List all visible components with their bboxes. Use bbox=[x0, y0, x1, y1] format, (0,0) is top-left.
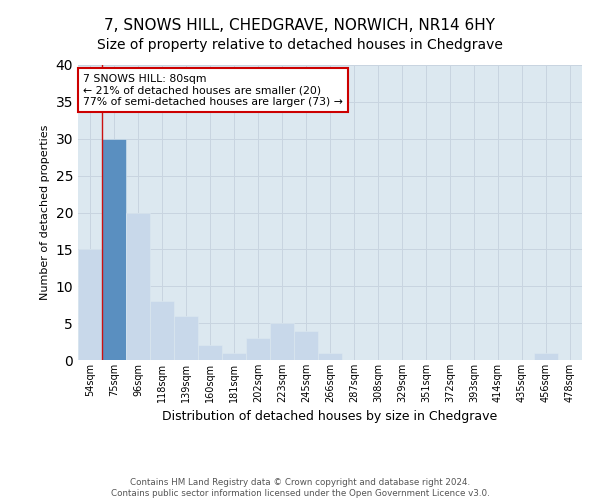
Text: 7, SNOWS HILL, CHEDGRAVE, NORWICH, NR14 6HY: 7, SNOWS HILL, CHEDGRAVE, NORWICH, NR14 … bbox=[104, 18, 496, 32]
Bar bbox=[534, 352, 558, 360]
Bar bbox=[102, 138, 126, 360]
Bar bbox=[198, 345, 222, 360]
Bar bbox=[318, 352, 342, 360]
Text: 7 SNOWS HILL: 80sqm
← 21% of detached houses are smaller (20)
77% of semi-detach: 7 SNOWS HILL: 80sqm ← 21% of detached ho… bbox=[83, 74, 343, 107]
Text: Contains HM Land Registry data © Crown copyright and database right 2024.
Contai: Contains HM Land Registry data © Crown c… bbox=[110, 478, 490, 498]
Bar bbox=[246, 338, 270, 360]
Bar bbox=[78, 250, 102, 360]
Bar bbox=[222, 352, 246, 360]
Bar bbox=[270, 323, 294, 360]
Bar bbox=[126, 212, 150, 360]
X-axis label: Distribution of detached houses by size in Chedgrave: Distribution of detached houses by size … bbox=[163, 410, 497, 424]
Text: Size of property relative to detached houses in Chedgrave: Size of property relative to detached ho… bbox=[97, 38, 503, 52]
Y-axis label: Number of detached properties: Number of detached properties bbox=[40, 125, 50, 300]
Bar bbox=[174, 316, 198, 360]
Bar bbox=[294, 330, 318, 360]
Bar bbox=[150, 301, 174, 360]
